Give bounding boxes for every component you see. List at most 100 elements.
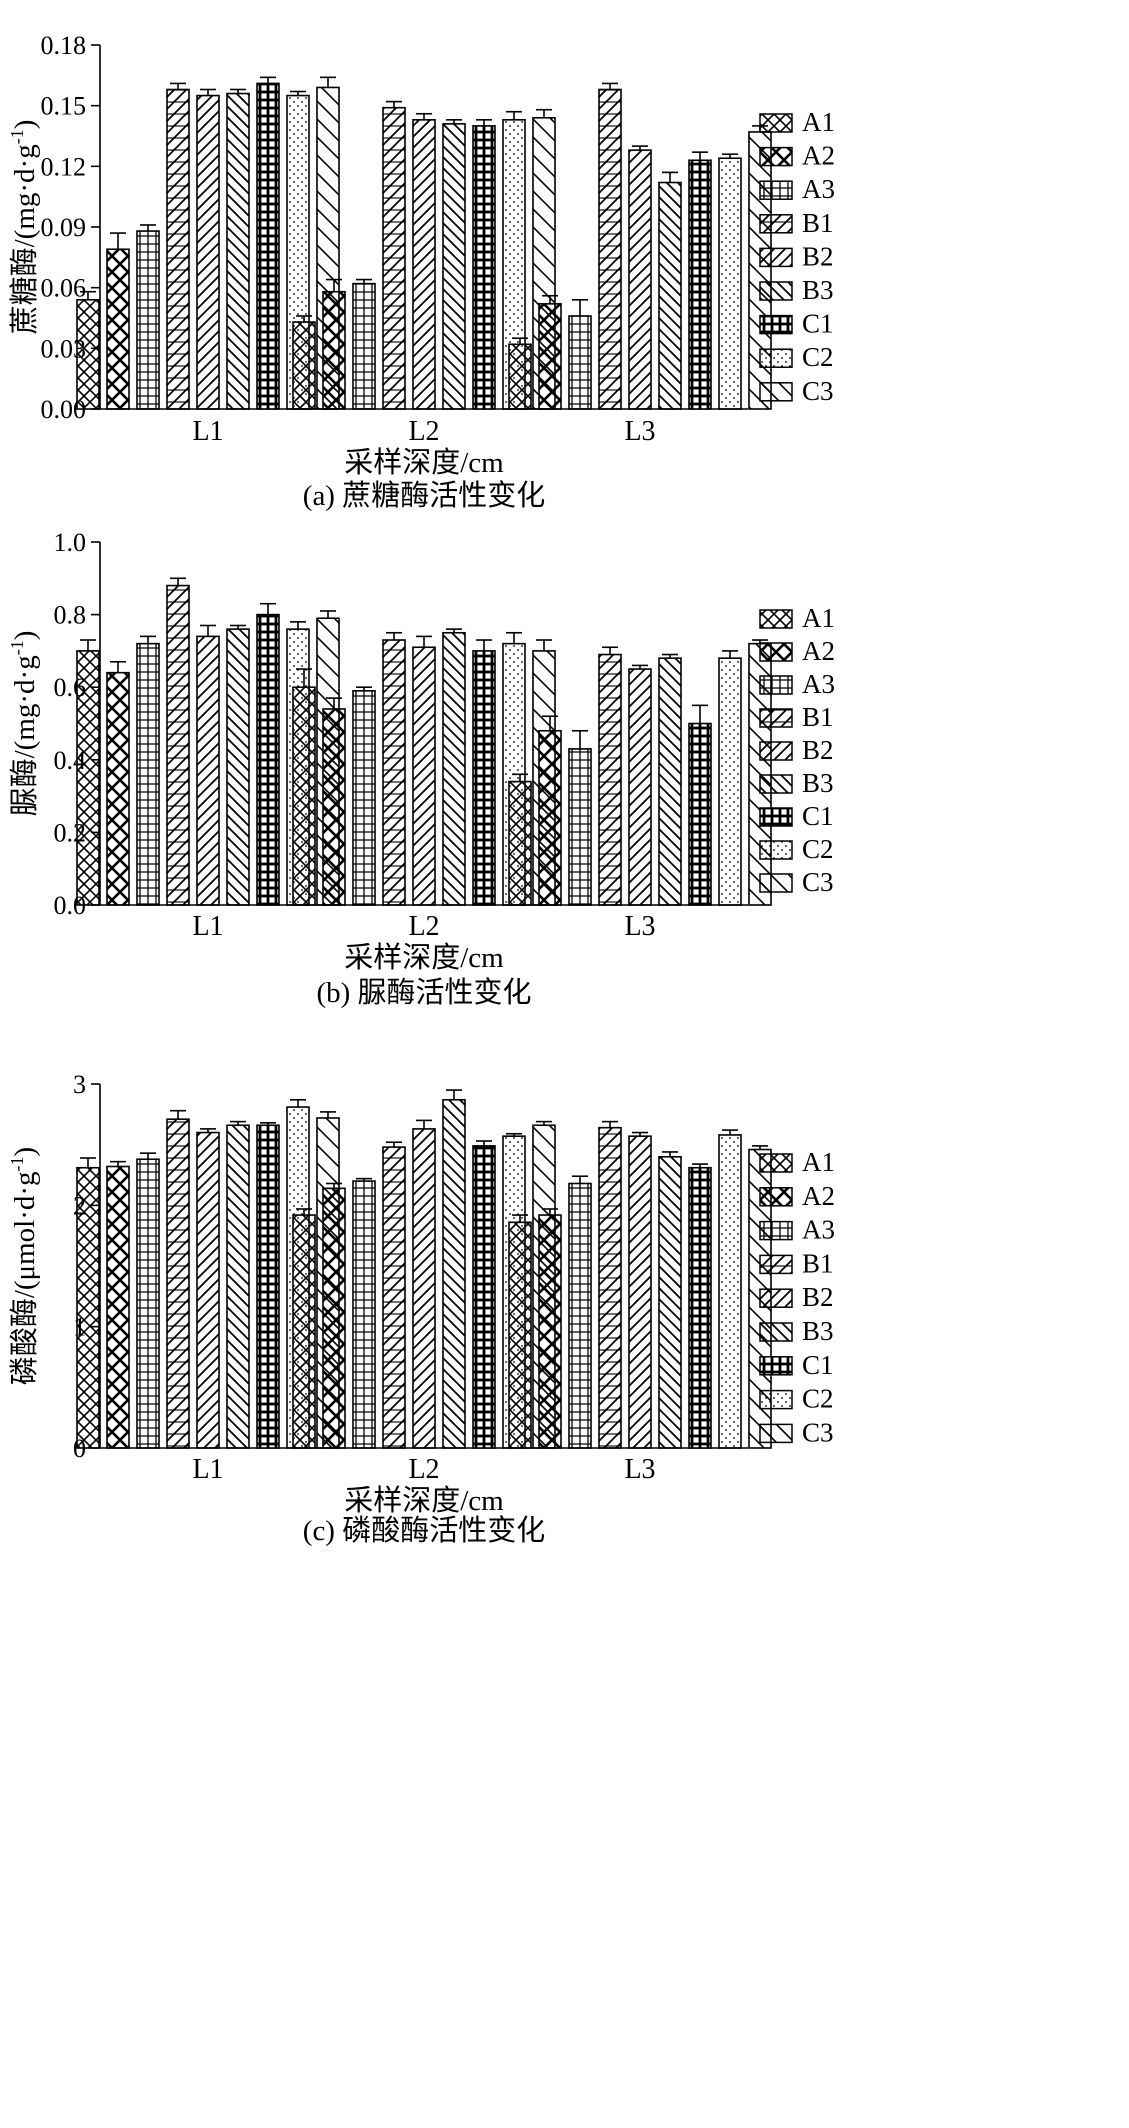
legend-swatch-b2	[759, 1288, 793, 1308]
legend-label-b3: B3	[802, 275, 834, 305]
x-category-label: L1	[192, 911, 223, 942]
bar-a2-l2	[322, 1187, 346, 1449]
legend-label-a1: A1	[802, 603, 835, 633]
legend-label-a1: A1	[802, 107, 835, 137]
bar-c1-l2	[472, 1145, 496, 1449]
y-axis-title: 磷酸酶/(μmol·d·g-1)	[7, 1147, 41, 1385]
legend-label-c1: C1	[802, 309, 834, 339]
y-axis-title-sup: -1	[7, 1156, 27, 1171]
legend-swatch-a2	[759, 146, 793, 167]
legend-label-b2: B2	[802, 241, 834, 271]
legend-label-a3: A3	[802, 1215, 835, 1245]
bar-a3-l2	[352, 690, 376, 906]
y-tick-label: 0.06	[41, 274, 87, 303]
bar-a3-l3	[568, 748, 592, 906]
y-tick-label: 0.15	[41, 92, 87, 121]
y-axis-title-main: 蔗糖酶/(mg·d·g	[8, 144, 41, 334]
chart-caption: (c) 磷酸酶活性变化	[303, 1514, 545, 1547]
bar-b2-l1	[196, 1131, 220, 1449]
legend-label-a2: A2	[802, 141, 835, 171]
bar-b3-l3	[658, 181, 682, 410]
legend-swatch-b1	[759, 1254, 793, 1275]
bar-c1-l1	[256, 613, 280, 906]
chart-caption: (a) 蔗糖酶活性变化	[303, 479, 545, 512]
legend-label-c3: C3	[802, 1417, 834, 1447]
legend-swatch-c2	[759, 348, 793, 368]
bar-c1-l3	[688, 1166, 712, 1449]
legend-swatch-c1	[759, 807, 793, 827]
x-category-label: L1	[192, 416, 223, 447]
y-tick-label: 0.12	[41, 152, 87, 181]
x-axis-title: 采样深度/cm	[344, 1484, 504, 1517]
bar-b2-l1	[196, 94, 220, 410]
bar-a2-l2	[322, 290, 346, 410]
bar-b1-l3	[598, 88, 622, 410]
bar-a3-l3	[568, 1182, 592, 1449]
bar-c2-l3	[718, 157, 742, 410]
bar-b3-l2	[442, 123, 466, 410]
bar-b3-l2	[442, 631, 466, 906]
bar-a1-l2	[292, 1214, 316, 1449]
legend-label-b3: B3	[802, 1316, 834, 1346]
bar-b3-l1	[226, 92, 250, 410]
bar-b2-l3	[628, 149, 652, 410]
legend-label-c1: C1	[802, 801, 834, 831]
bar-b3-l2	[442, 1098, 466, 1449]
bar-b1-l3	[598, 1126, 622, 1449]
bar-a3-l1	[136, 230, 160, 410]
legend-swatch-a1	[759, 609, 793, 629]
bar-b1-l2	[382, 639, 406, 906]
bar-c1-l2	[472, 650, 496, 906]
bar-a2-l1	[106, 248, 130, 410]
legend-swatch-b3	[759, 1322, 793, 1342]
y-axis-title-sup: -1	[7, 640, 27, 655]
bar-a2-l3	[538, 303, 562, 410]
legend-swatch-b1	[759, 214, 793, 234]
bar-b3-l1	[226, 1124, 250, 1449]
legend-label-a3: A3	[802, 174, 835, 204]
legend-swatch-c3	[759, 382, 793, 402]
legend-label-a2: A2	[802, 636, 835, 666]
bar-c1-l3	[688, 159, 712, 410]
chart-caption: (b) 脲酶活性变化	[316, 976, 531, 1009]
legend-swatch-b2	[759, 741, 793, 761]
bar-b2-l2	[412, 646, 436, 906]
legend-swatch-c2	[759, 1389, 793, 1410]
bar-b1-l2	[382, 1146, 406, 1449]
bar-a3-l1	[136, 642, 160, 906]
y-tick-label: 0.09	[41, 213, 87, 242]
legend-swatch-a2	[759, 642, 793, 662]
legend-swatch-c3	[759, 1423, 793, 1444]
legend-label-b1: B1	[802, 208, 834, 238]
legend-label-a1: A1	[802, 1147, 835, 1177]
bar-a3-l1	[136, 1158, 160, 1449]
bar-b1-l2	[382, 106, 406, 410]
bar-b1-l1	[166, 88, 190, 410]
legend-swatch-a2	[759, 1187, 793, 1207]
bar-a1-l3	[508, 1221, 532, 1449]
legend-swatch-c2	[759, 840, 793, 860]
bar-c1-l3	[688, 722, 712, 906]
bar-b3-l3	[658, 1156, 682, 1449]
bar-a2-l2	[322, 708, 346, 906]
y-axis-title-close: )	[9, 120, 41, 130]
bar-a1-l1	[76, 298, 100, 410]
y-axis-title-main: 脲酶/(mg·d·g	[8, 655, 41, 816]
x-category-label: L2	[408, 416, 439, 447]
bar-b1-l3	[598, 653, 622, 906]
legend-label-c2: C2	[802, 342, 834, 372]
legend-swatch-c1	[759, 314, 793, 335]
x-axis-title: 采样深度/cm	[344, 446, 504, 479]
legend-label-c2: C2	[802, 1384, 834, 1414]
bar-a3-l2	[352, 282, 376, 410]
bar-b2-l2	[412, 1128, 436, 1449]
bar-a3-l2	[352, 1180, 376, 1449]
bar-b3-l3	[658, 657, 682, 906]
bar-c2-l3	[718, 1134, 742, 1449]
legend-label-c2: C2	[802, 834, 834, 864]
y-axis-title-close: )	[9, 1147, 41, 1157]
y-tick-label: 1.0	[54, 528, 87, 557]
legend-label-c3: C3	[802, 867, 834, 897]
legend-label-b2: B2	[802, 735, 834, 765]
